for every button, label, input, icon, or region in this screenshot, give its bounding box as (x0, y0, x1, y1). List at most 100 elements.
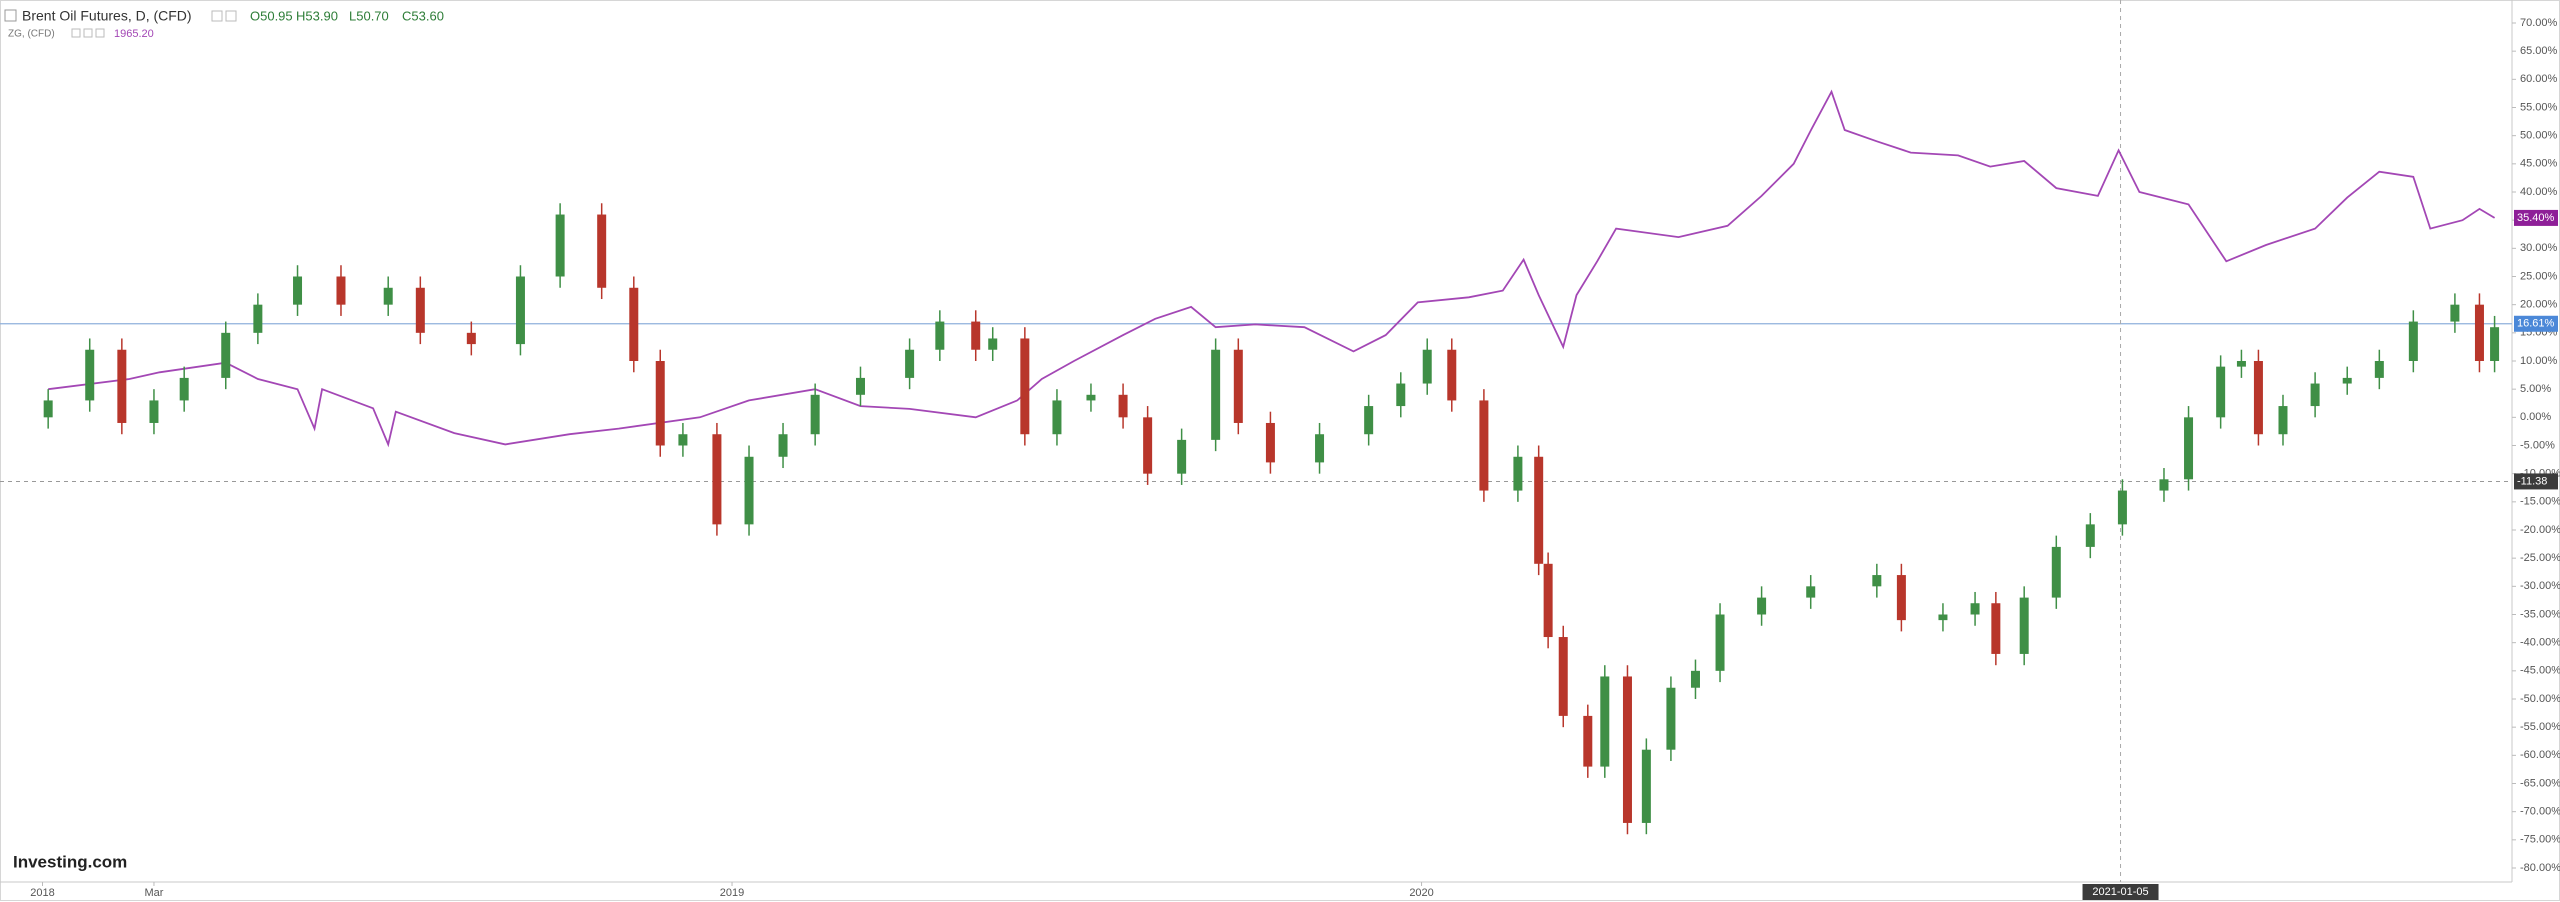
ohlc-high: H53.90 (296, 8, 338, 23)
y-tick-label: -75.00% (2520, 834, 2560, 846)
y-tick-label: 55.00% (2520, 101, 2558, 113)
candle-body (2019, 597, 2029, 654)
crosshair-x-box (2082, 884, 2159, 900)
y-tick-label: -45.00% (2520, 665, 2560, 677)
candle-body (2450, 304, 2460, 322)
candle-body (1600, 676, 1610, 767)
candle-body (988, 338, 998, 350)
candle-body (597, 214, 607, 288)
candle-body (1991, 603, 2001, 654)
candle-body (2253, 361, 2263, 435)
candle-body (253, 304, 263, 333)
candle-body (1143, 417, 1153, 474)
candle-body (149, 400, 159, 423)
candle-body (712, 434, 722, 525)
y-tick-label: 20.00% (2520, 299, 2558, 311)
candle-body (2408, 321, 2418, 361)
candle-body (85, 349, 95, 401)
candle-body (1715, 614, 1725, 671)
y-tick-label: 5.00% (2520, 383, 2551, 395)
candle-body (935, 321, 945, 350)
x-tick-label: 2020 (1409, 887, 1433, 899)
overlay-last-label: 35.40% (2517, 212, 2555, 224)
y-tick-label: -25.00% (2520, 552, 2560, 564)
settings-icon[interactable] (211, 10, 223, 22)
y-tick-label: -5.00% (2520, 439, 2555, 451)
x-tick-label: 2018 (30, 887, 54, 899)
candle-body (1422, 349, 1432, 384)
candle-body (1622, 676, 1632, 823)
candle-body (2085, 524, 2095, 547)
candle-body (971, 321, 981, 350)
y-tick-label: -15.00% (2520, 496, 2560, 508)
candle-body (1896, 575, 1906, 621)
candle-body (2236, 361, 2246, 367)
candle-body (179, 377, 189, 401)
candle-body (1534, 456, 1544, 564)
y-tick-label: 50.00% (2520, 130, 2558, 142)
candle-body (2310, 383, 2320, 407)
candle-body (1233, 349, 1243, 423)
candle-body (1583, 715, 1593, 767)
ohlc-low: L50.70 (349, 8, 389, 23)
candle-body (1543, 563, 1553, 638)
close-icon[interactable] (225, 10, 237, 22)
ohlc-open: O50.95 (250, 8, 293, 23)
candle-body (1447, 349, 1457, 401)
y-tick-label: 0.00% (2520, 411, 2551, 423)
candle-body (2184, 417, 2194, 480)
candle-body (2159, 479, 2169, 491)
logo: Investing.com (13, 852, 127, 871)
y-tick-label: -65.00% (2520, 777, 2560, 789)
candle-body (2051, 546, 2061, 598)
candle-body (629, 287, 639, 361)
x-tick-label: 2019 (720, 887, 744, 899)
y-tick-label: 40.00% (2520, 186, 2558, 198)
candle-body (1806, 586, 1816, 598)
candle-body (43, 400, 53, 418)
overlay-icon[interactable] (71, 28, 81, 38)
y-tick-label: -50.00% (2520, 693, 2560, 705)
y-tick-label: 70.00% (2520, 17, 2558, 29)
y-tick-label: 25.00% (2520, 270, 2558, 282)
candle-body (1690, 670, 1700, 688)
candle-body (2490, 327, 2500, 361)
candle-body (1970, 603, 1980, 615)
candle-body (1177, 439, 1187, 474)
candle-body (1513, 456, 1523, 491)
candle-body (117, 349, 127, 423)
overlay-name: ZG, (CFD) (8, 29, 55, 40)
crosshair-y-label: -11.38 (2517, 475, 2547, 487)
price-line-label: 16.61% (2517, 318, 2555, 330)
candle-body (336, 276, 346, 305)
candle-body (744, 456, 754, 525)
candle-body (383, 287, 393, 305)
candle-body (2342, 377, 2352, 384)
crosshair-y-label-box (2514, 473, 2558, 490)
candle-body (415, 287, 425, 333)
y-tick-label: -60.00% (2520, 749, 2560, 761)
overlay-icon[interactable] (95, 28, 105, 38)
candle-body (1757, 597, 1767, 615)
collapse-icon[interactable] (4, 9, 17, 22)
candle-body (515, 276, 525, 345)
candle-body (1641, 749, 1651, 823)
candle-body (655, 361, 665, 446)
candle-body (1052, 400, 1062, 435)
overlay-value: 1965.20 (114, 28, 154, 40)
candle-body (2374, 361, 2384, 378)
candle-body (1479, 400, 1489, 491)
y-tick-label: -40.00% (2520, 637, 2560, 649)
y-tick-label: 60.00% (2520, 73, 2558, 85)
y-tick-label: -55.00% (2520, 721, 2560, 733)
overlay-icon[interactable] (83, 28, 93, 38)
candle-body (1086, 394, 1096, 401)
candle-body (778, 434, 788, 457)
candle-body (1315, 434, 1325, 463)
candle-body (2216, 366, 2226, 418)
y-tick-label: -80.00% (2520, 862, 2560, 874)
candle-body (905, 349, 915, 378)
candle-body (1211, 349, 1221, 440)
